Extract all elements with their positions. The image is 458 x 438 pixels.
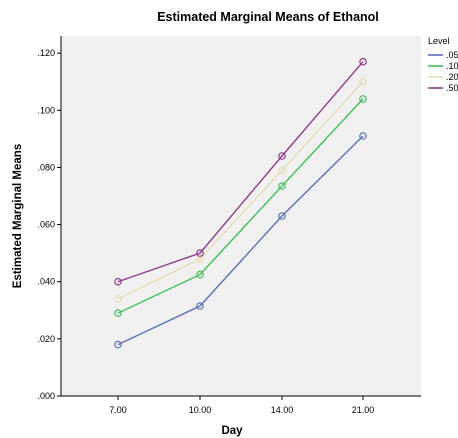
legend-label: .20 [446,72,458,82]
x-tick-label: 14.00 [271,405,294,415]
data-point [278,182,286,190]
data-point [359,77,367,86]
legend-label: .05 [446,50,458,60]
series-line-level-05 [117,135,364,346]
legend-title: Level [428,36,450,46]
y-tick-label: .120 [37,48,55,58]
data-point [359,132,367,140]
legend-label: .10 [446,61,458,71]
data-point [196,302,204,310]
data-point [114,295,122,303]
legend: Level .05.10.20.50 [428,36,458,93]
y-axis-ticks: .000 .020 .040 .060 .080 .100 .120 [37,48,61,401]
plot-area [61,36,421,396]
y-tick-label: .040 [37,277,55,287]
y-tick-label: .100 [37,105,55,115]
x-tick-label: 7.00 [109,405,127,415]
series-line-level-20 [117,81,364,300]
data-point [196,255,204,263]
data-point [278,212,286,220]
y-tick-label: .000 [37,391,55,401]
data-point [114,340,122,349]
series-line-level-10 [117,98,364,314]
x-axis-ticks: 7.00 10.00 14.00 21.00 [109,396,374,415]
data-point [196,270,204,279]
x-tick-label: 10.00 [189,405,212,415]
series-group [114,57,367,349]
y-tick-label: .020 [37,334,55,344]
data-point [278,166,286,175]
data-point [359,57,367,66]
data-point [359,95,367,103]
y-tick-label: .080 [37,162,55,172]
x-axis-label: Day [221,425,243,437]
y-tick-label: .060 [37,220,55,230]
data-point [114,309,122,317]
data-point [114,277,122,286]
data-point [196,249,204,257]
data-point [278,152,286,160]
legend-label: .50 [446,83,458,93]
series-line-level-50 [117,61,364,283]
chart-title: Estimated Marginal Means of Ethanol [157,10,379,24]
y-axis-label: Estimated Marginal Means [12,144,24,288]
x-tick-label: 21.00 [352,405,375,415]
